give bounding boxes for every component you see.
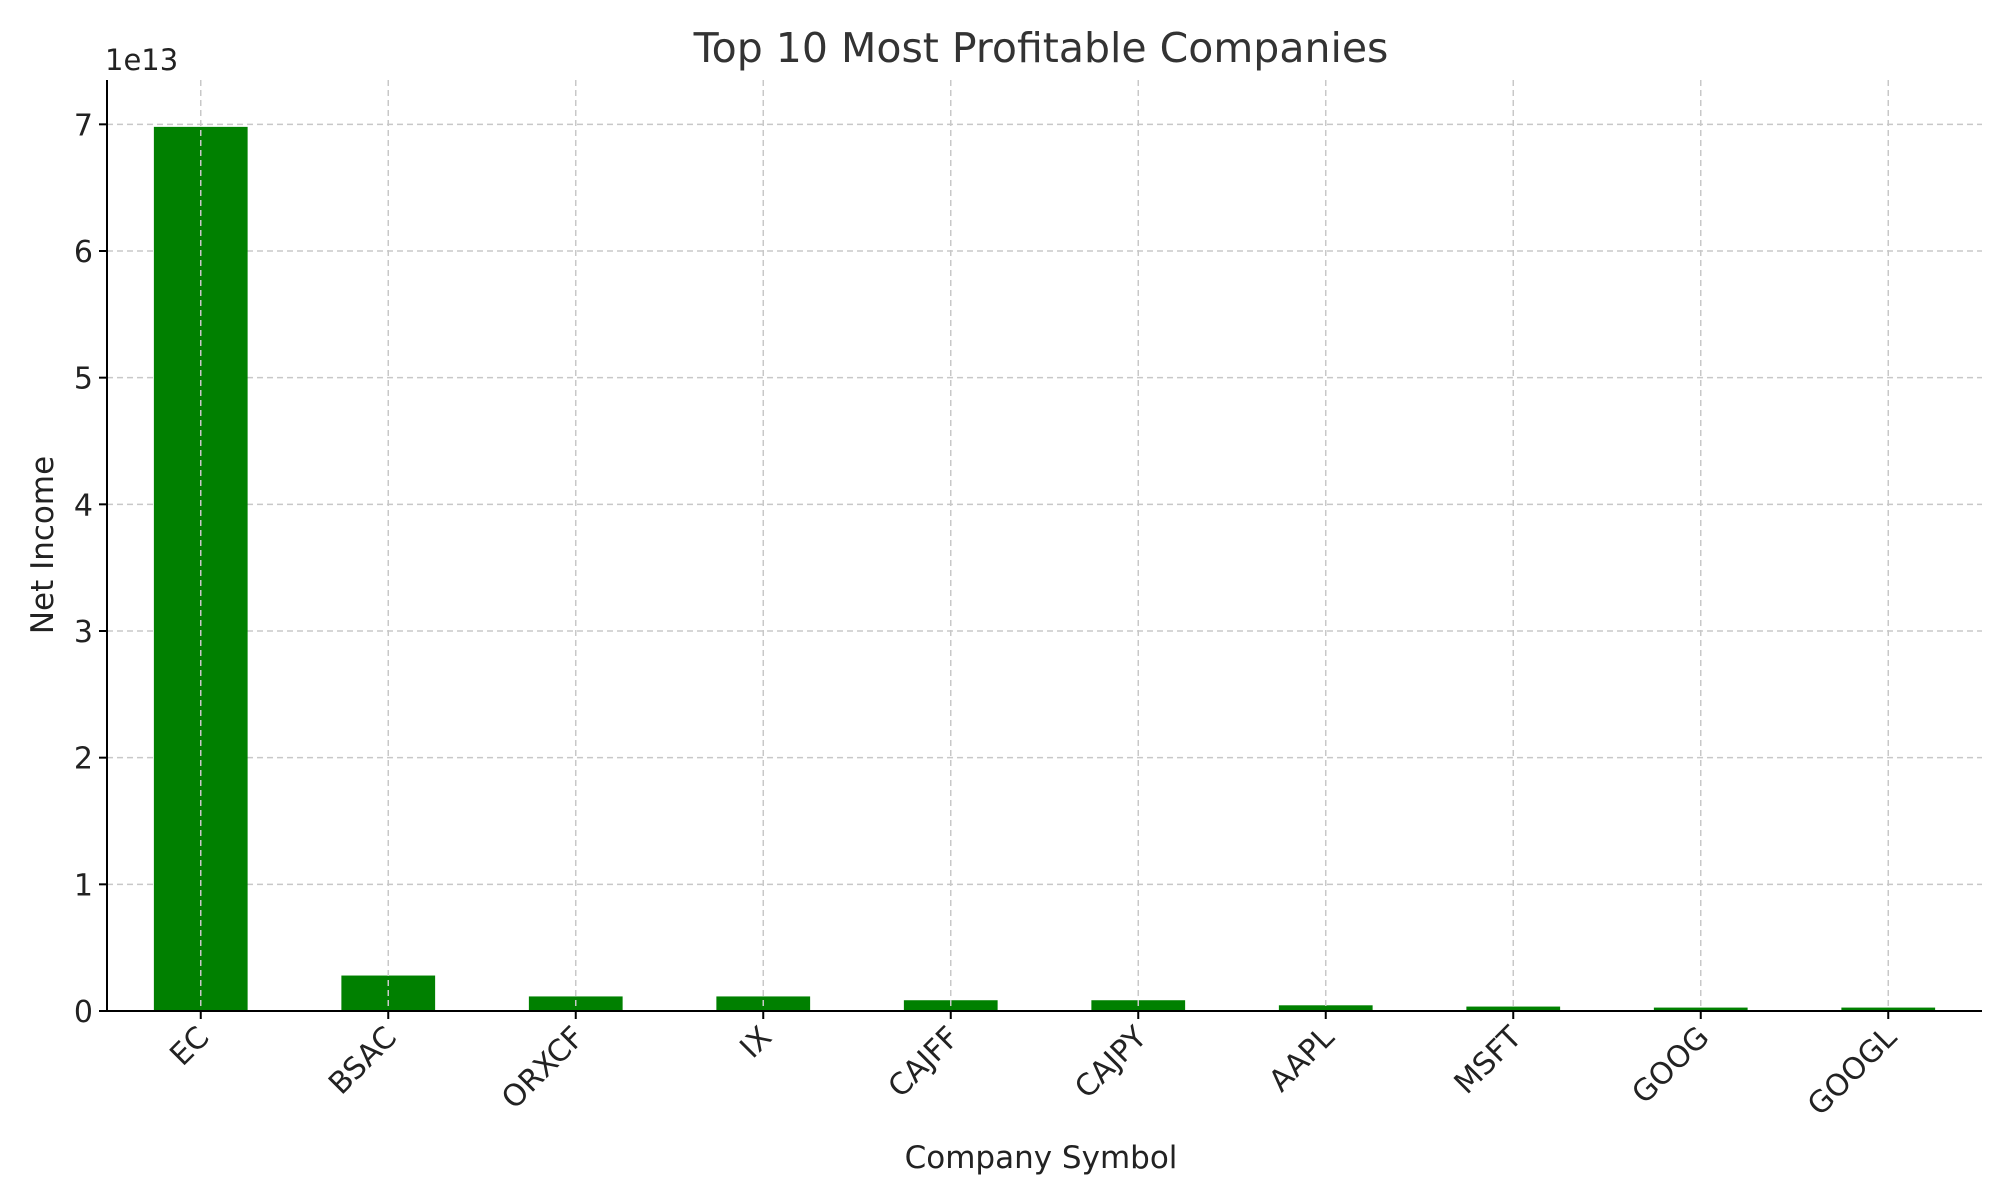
x-tick-label: BSAC [322, 1020, 404, 1102]
x-tick-label: EC [163, 1020, 216, 1073]
y-tick-label: 1 [74, 868, 93, 903]
y-tick-label: 0 [74, 995, 93, 1030]
x-tick-label: ORXCF [495, 1020, 591, 1116]
grid [107, 123, 1982, 886]
x-tick-label: MSFT [1448, 1019, 1530, 1101]
bar-ec [153, 126, 248, 1011]
bars [153, 80, 1936, 1011]
x-tick-label: AAPL [1262, 1020, 1341, 1099]
y-tick-label: 6 [74, 235, 93, 270]
axes [106, 80, 1982, 1012]
y-tick-label: 7 [74, 108, 93, 143]
y-axis-offset-label: 1e13 [105, 43, 178, 77]
y-axis-label: Net Income [25, 456, 61, 634]
x-tick-label: IX [733, 1020, 779, 1066]
bar-aapl [1278, 1005, 1373, 1011]
y-tick-label: 2 [74, 742, 93, 777]
y-ticks: 0 1 2 3 4 5 6 7 [74, 108, 107, 1030]
chart-title: Top 10 Most Profitable Companies [693, 24, 1389, 72]
bar-googl [1841, 1007, 1936, 1011]
y-tick-label: 4 [74, 488, 93, 523]
x-tick-label: GOOG [1625, 1020, 1716, 1111]
x-tick-label: CAJFF [882, 1020, 967, 1105]
bar-msft [1466, 1006, 1561, 1011]
x-tick-label: CAJPY [1068, 1019, 1154, 1105]
x-axis-label: Company Symbol [905, 1140, 1178, 1176]
x-ticks: EC BSAC ORXCF IX CAJFF CAJPY AAPL MSFT GOOG GOOGL [163, 1011, 1904, 1123]
y-tick-label: 3 [74, 615, 93, 650]
bar-goog [1653, 1007, 1748, 1011]
y-tick-label: 5 [74, 362, 93, 397]
x-tick-label: GOOGL [1801, 1020, 1904, 1123]
